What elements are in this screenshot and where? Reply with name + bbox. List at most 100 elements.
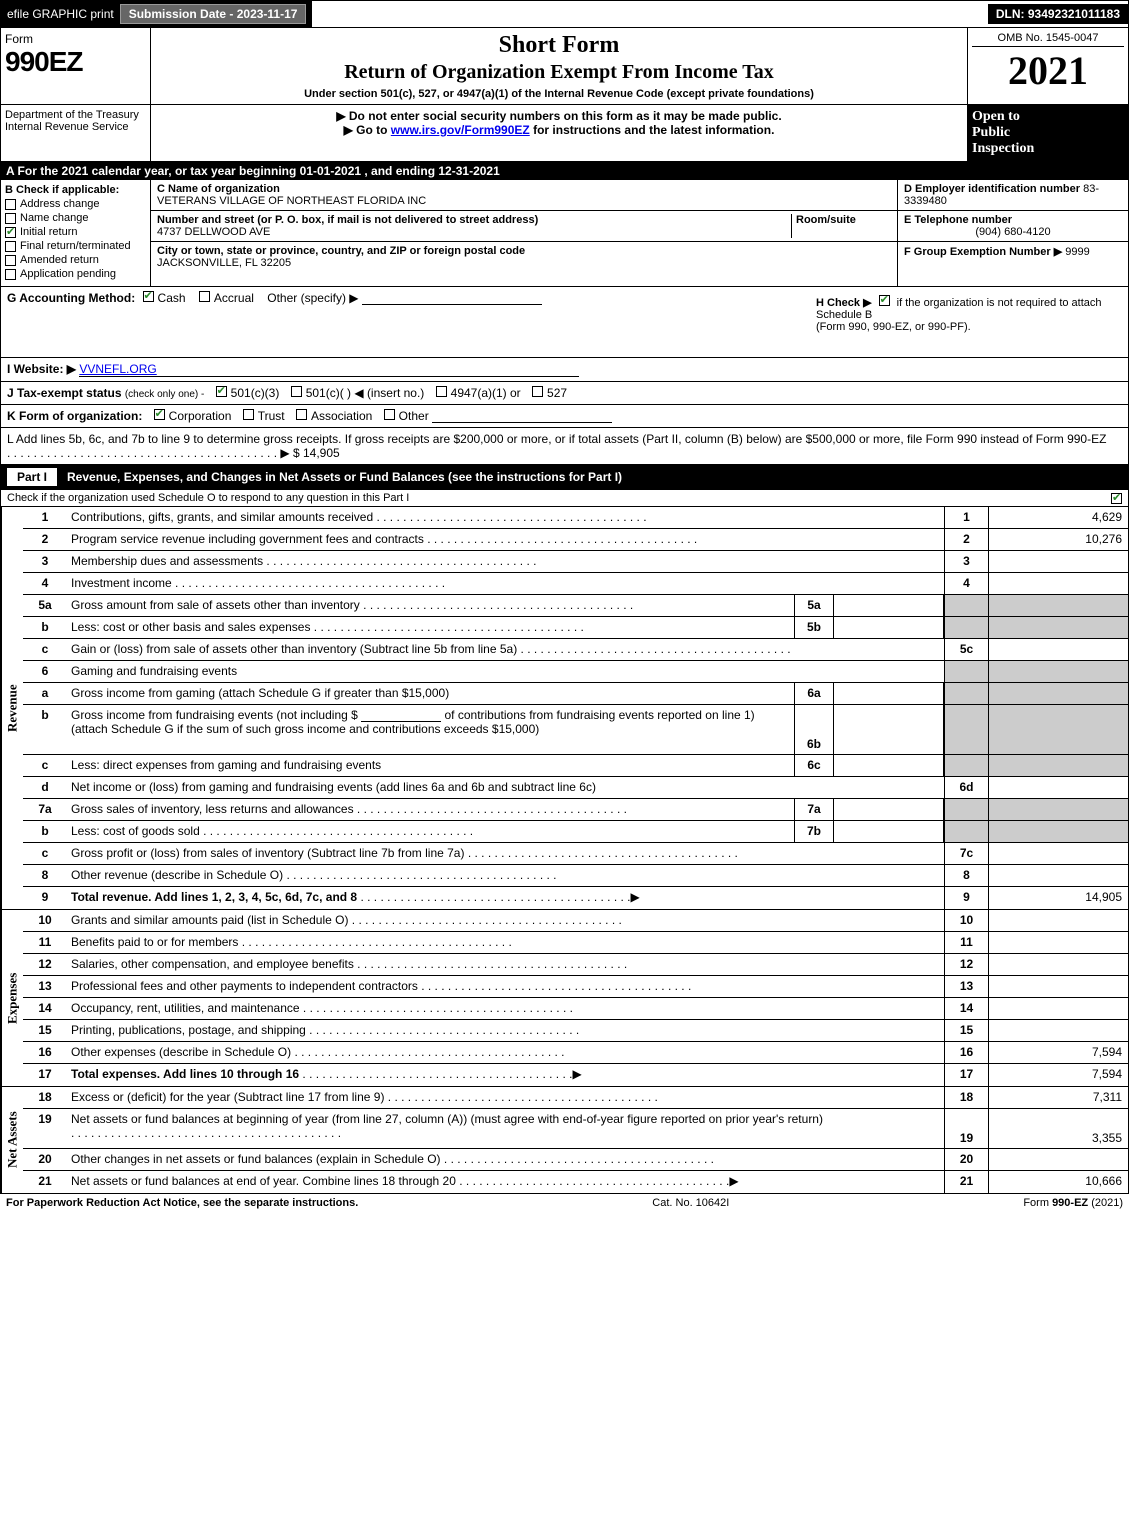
open-line3: Inspection	[972, 141, 1124, 157]
line-7a: 7a Gross sales of inventory, less return…	[23, 799, 1128, 821]
cb-corporation[interactable]	[154, 409, 165, 420]
directive2: ▶ Go to www.irs.gov/Form990EZ for instru…	[159, 123, 959, 137]
line-10: 10 Grants and similar amounts paid (list…	[23, 910, 1128, 932]
cb-527[interactable]	[532, 386, 543, 397]
cb-other-org[interactable]	[384, 409, 395, 420]
group-val: 9999	[1065, 246, 1089, 258]
under-section-text: Under section 501(c), 527, or 4947(a)(1)…	[157, 88, 961, 100]
line-4: 4 Investment income 4	[23, 573, 1128, 595]
other-org-input[interactable]	[432, 409, 612, 423]
col-b-header: B Check if applicable:	[5, 184, 146, 196]
fundraising-amount-input[interactable]	[361, 708, 441, 722]
expenses-side-label: Expenses	[1, 910, 23, 1086]
cb-trust[interactable]	[243, 409, 254, 420]
addr-hdr: Number and street (or P. O. box, if mail…	[157, 214, 791, 226]
open-line1: Open to	[972, 109, 1124, 125]
efile-label: efile GRAPHIC print	[7, 7, 114, 21]
directives-col: ▶ Do not enter social security numbers o…	[151, 105, 968, 161]
line-5b: b Less: cost or other basis and sales ex…	[23, 617, 1128, 639]
tel-val: (904) 680-4120	[904, 226, 1122, 238]
org-name-block: C Name of organization VETERANS VILLAGE …	[151, 180, 897, 211]
cb-accrual[interactable]	[199, 291, 210, 302]
line-6b: b Gross income from fundraising events (…	[23, 705, 1128, 755]
cb-amended-return[interactable]: Amended return	[5, 254, 146, 266]
form-header: Form 990EZ Short Form Return of Organiza…	[0, 28, 1129, 105]
netassets-side-label: Net Assets	[1, 1087, 23, 1193]
line-5a: 5a Gross amount from sale of assets othe…	[23, 595, 1128, 617]
netassets-group: Net Assets 18 Excess or (deficit) for th…	[1, 1086, 1128, 1193]
j-row: J Tax-exempt status (check only one) - 5…	[0, 382, 1129, 405]
k-label: K Form of organization:	[7, 409, 142, 423]
cb-final-return[interactable]: Final return/terminated	[5, 240, 146, 252]
line-8: 8 Other revenue (describe in Schedule O)…	[23, 865, 1128, 887]
line-17: 17 Total expenses. Add lines 10 through …	[23, 1064, 1128, 1086]
irs-link[interactable]: www.irs.gov/Form990EZ	[391, 123, 530, 137]
website-link[interactable]: VVNEFL.ORG	[79, 362, 579, 377]
addr-val: 4737 DELLWOOD AVE	[157, 226, 270, 238]
line-13: 13 Professional fees and other payments …	[23, 976, 1128, 998]
part1-table: Revenue 1 Contributions, gifts, grants, …	[0, 507, 1129, 1194]
col-b: B Check if applicable: Address change Na…	[1, 180, 151, 286]
l-text: L Add lines 5b, 6c, and 7b to line 9 to …	[7, 432, 1106, 446]
omb-number: OMB No. 1545-0047	[972, 32, 1124, 47]
expenses-group: Expenses 10 Grants and similar amounts p…	[1, 909, 1128, 1086]
other-specify-input[interactable]	[362, 291, 542, 305]
line-2: 2 Program service revenue including gove…	[23, 529, 1128, 551]
tax-year: 2021	[972, 47, 1124, 94]
directive2-pre: ▶ Go to	[344, 123, 391, 137]
footer-right: Form 990-EZ (2021)	[1023, 1197, 1123, 1209]
subtitle-row: Department of the Treasury Internal Reve…	[0, 105, 1129, 162]
cb-association[interactable]	[296, 409, 307, 420]
k-row: K Form of organization: Corporation Trus…	[0, 405, 1129, 428]
line-6a: a Gross income from gaming (attach Sched…	[23, 683, 1128, 705]
footer-left: For Paperwork Reduction Act Notice, see …	[6, 1197, 358, 1209]
line-20: 20 Other changes in net assets or fund b…	[23, 1149, 1128, 1171]
top-bar: efile GRAPHIC print Submission Date - 20…	[0, 0, 1129, 28]
return-title: Return of Organization Exempt From Incom…	[157, 61, 961, 84]
section-a-bar: A For the 2021 calendar year, or tax yea…	[0, 162, 1129, 180]
cb-cash[interactable]	[143, 291, 154, 302]
h-box: H Check ▶ if the organization is not req…	[812, 291, 1122, 337]
header-right: OMB No. 1545-0047 2021	[968, 28, 1128, 104]
line-16: 16 Other expenses (describe in Schedule …	[23, 1042, 1128, 1064]
submission-date-button[interactable]: Submission Date - 2023-11-17	[120, 4, 307, 24]
form-number: 990EZ	[5, 46, 146, 78]
group-block: F Group Exemption Number ▶ 9999	[898, 242, 1128, 261]
line-6d: d Net income or (loss) from gaming and f…	[23, 777, 1128, 799]
dept-line1: Department of the Treasury	[5, 109, 146, 121]
l-row: L Add lines 5b, 6c, and 7b to line 9 to …	[0, 428, 1129, 465]
line-6c: c Less: direct expenses from gaming and …	[23, 755, 1128, 777]
topbar-left: efile GRAPHIC print Submission Date - 20…	[1, 1, 312, 27]
cb-4947[interactable]	[436, 386, 447, 397]
cb-name-change[interactable]: Name change	[5, 212, 146, 224]
city-hdr: City or town, state or province, country…	[157, 245, 891, 257]
line-11: 11 Benefits paid to or for members 11	[23, 932, 1128, 954]
cb-application-pending[interactable]: Application pending	[5, 268, 146, 280]
line-14: 14 Occupancy, rent, utilities, and maint…	[23, 998, 1128, 1020]
cb-501c3[interactable]	[216, 386, 227, 397]
addr-block: Number and street (or P. O. box, if mail…	[151, 211, 897, 242]
tel-hdr: E Telephone number	[904, 214, 1012, 226]
cb-initial-return[interactable]: Initial return	[5, 226, 146, 238]
dept-line2: Internal Revenue Service	[5, 121, 146, 133]
i-label: I Website: ▶	[7, 362, 76, 376]
ein-block: D Employer identification number 83-3339…	[898, 180, 1128, 211]
city-val: JACKSONVILLE, FL 32205	[157, 257, 291, 269]
line-12: 12 Salaries, other compensation, and emp…	[23, 954, 1128, 976]
city-block: City or town, state or province, country…	[151, 242, 897, 272]
open-line2: Public	[972, 125, 1124, 141]
header-middle: Short Form Return of Organization Exempt…	[151, 28, 968, 104]
form-word: Form	[5, 32, 146, 46]
directive2-post: for instructions and the latest informat…	[533, 123, 774, 137]
g-row: G Accounting Method: Cash Accrual Other …	[0, 287, 1129, 358]
line-19: 19 Net assets or fund balances at beginn…	[23, 1109, 1128, 1149]
line-7b: b Less: cost of goods sold 7b	[23, 821, 1128, 843]
open-public-badge: Open to Public Inspection	[968, 105, 1128, 161]
j-label: J Tax-exempt status	[7, 386, 122, 400]
cb-schedule-b[interactable]	[879, 295, 890, 306]
cb-schedule-o[interactable]	[1111, 493, 1122, 504]
cb-501c[interactable]	[291, 386, 302, 397]
col-d: D Employer identification number 83-3339…	[898, 180, 1128, 286]
room-hdr: Room/suite	[796, 214, 891, 226]
cb-address-change[interactable]: Address change	[5, 198, 146, 210]
